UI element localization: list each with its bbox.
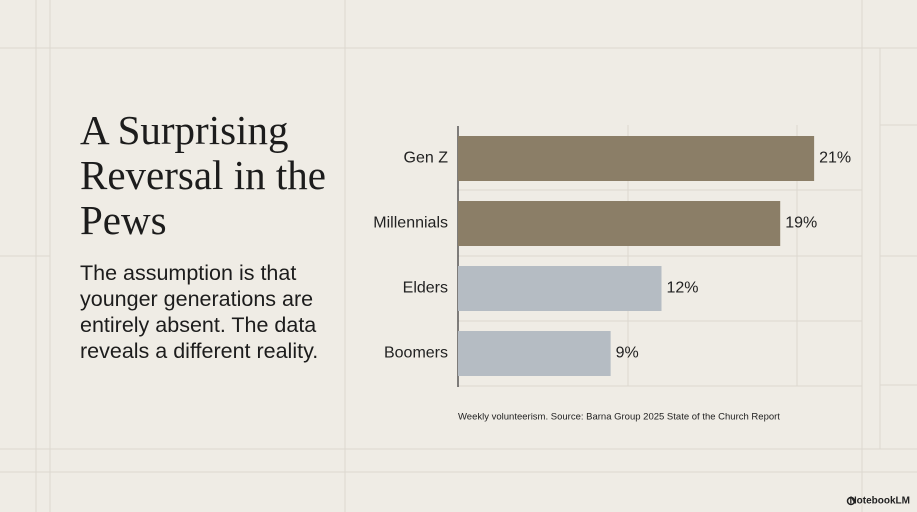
- category-label: Millennials: [373, 215, 448, 232]
- category-label: Gen Z: [404, 150, 449, 167]
- value-label: 9%: [616, 345, 639, 362]
- value-label: 12%: [667, 280, 699, 297]
- bar: [458, 331, 611, 376]
- bar: [458, 266, 662, 311]
- subtitle: The assumption is that younger generatio…: [80, 261, 319, 363]
- brand-icon: [846, 496, 856, 506]
- bar: [458, 201, 781, 246]
- category-label: Elders: [403, 280, 448, 297]
- brand: NotebookLM: [849, 496, 910, 507]
- category-label: Boomers: [384, 345, 448, 362]
- bar: [458, 136, 815, 181]
- value-label: 19%: [785, 215, 817, 232]
- title: A Surprising Reversal in the Pews: [80, 107, 326, 243]
- value-label: 21%: [819, 150, 851, 167]
- caption: Weekly volunteerism. Source: Barna Group…: [458, 412, 780, 423]
